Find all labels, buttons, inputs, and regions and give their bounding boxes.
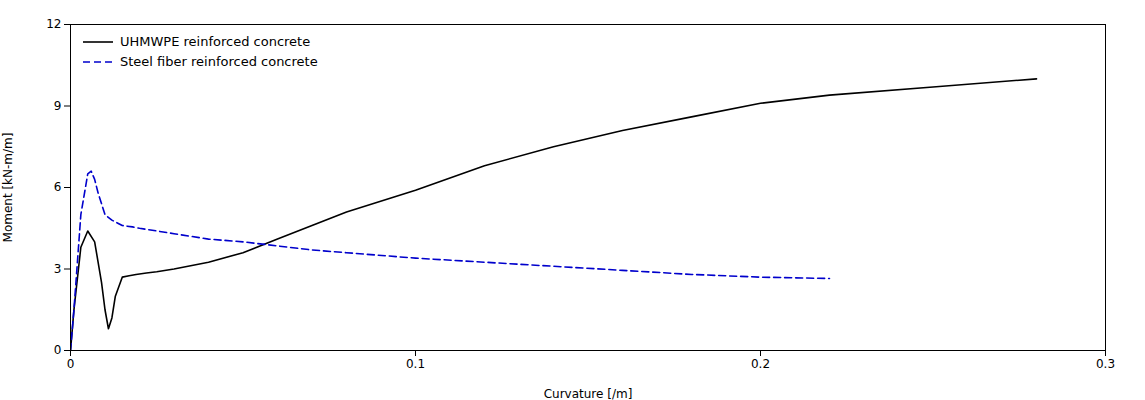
svg-text:12: 12 — [46, 17, 61, 31]
svg-text:Curvature [/m]: Curvature [/m] — [544, 387, 633, 400]
svg-text:0: 0 — [54, 343, 62, 357]
svg-text:0.1: 0.1 — [406, 357, 425, 371]
svg-text:0.3: 0.3 — [1096, 357, 1115, 371]
svg-text:6: 6 — [54, 180, 62, 194]
svg-text:9: 9 — [54, 99, 62, 113]
svg-text:3: 3 — [54, 262, 62, 276]
svg-text:0.2: 0.2 — [751, 357, 770, 371]
svg-text:Moment [kN-m/m]: Moment [kN-m/m] — [1, 133, 15, 243]
svg-text:0: 0 — [67, 357, 75, 371]
html-text:Steel fiber reinforced concret: Steel fiber reinforced concrete — [120, 54, 318, 69]
html-text:UHMWPE reinforced concrete: UHMWPE reinforced concrete — [120, 34, 311, 49]
